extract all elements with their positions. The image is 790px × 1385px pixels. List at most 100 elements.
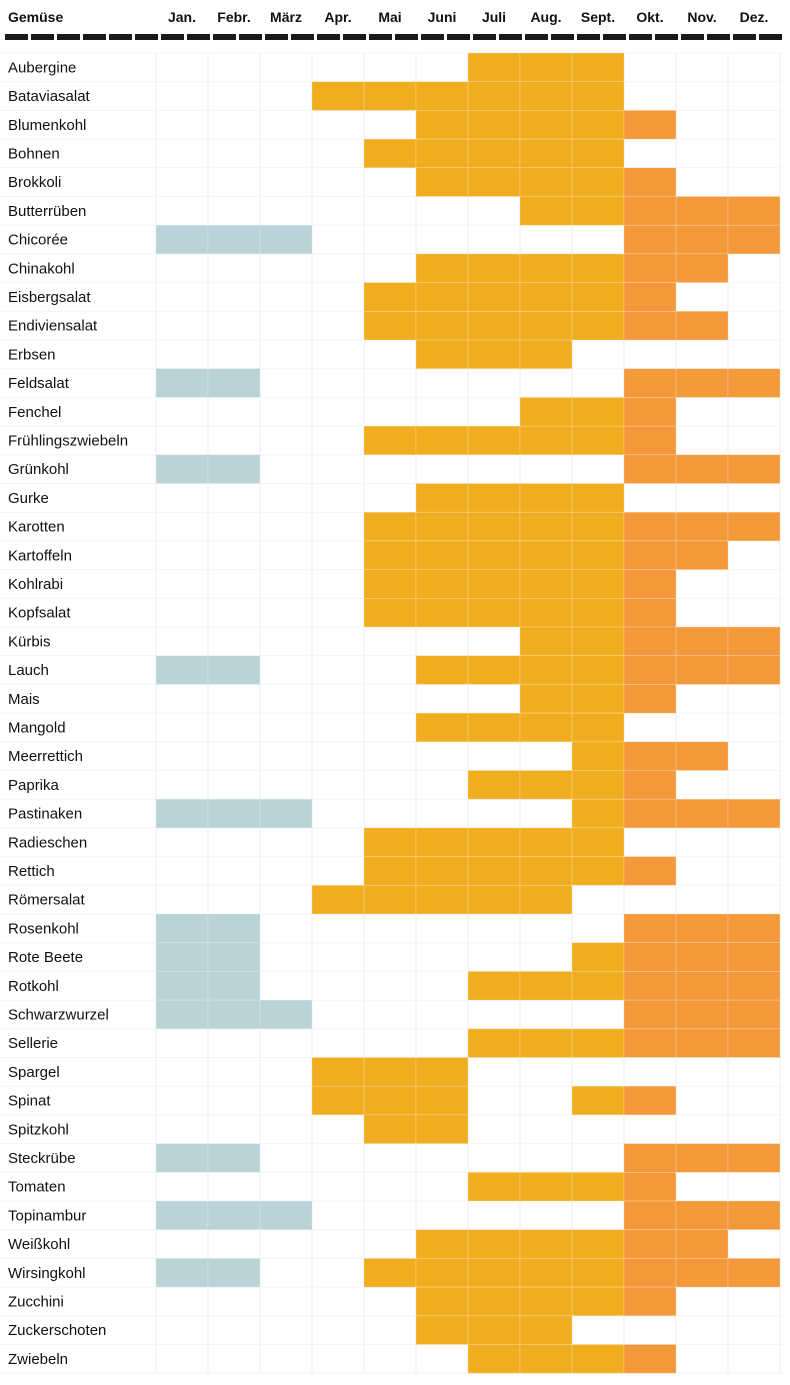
season-cell: [727, 798, 781, 829]
season-cell: [155, 1143, 209, 1173]
season-cell: [727, 999, 781, 1030]
season-cell: [623, 454, 677, 484]
season-cell: [571, 1286, 625, 1317]
season-cell: [623, 913, 677, 944]
season-cell: [207, 454, 261, 484]
season-cell: [155, 454, 209, 484]
season-cell: [207, 971, 261, 1001]
season-cell: [207, 655, 261, 685]
season-cell: [727, 655, 781, 685]
season-cell: [311, 884, 365, 915]
season-cell: [675, 942, 729, 972]
header-rule-dash: [473, 34, 496, 40]
season-cell: [623, 770, 677, 800]
season-cell: [571, 569, 625, 599]
header-rule-dash: [369, 34, 392, 40]
season-cell: [727, 511, 781, 542]
season-cell: [623, 1028, 677, 1058]
season-cell: [519, 655, 573, 685]
season-cell: [519, 1315, 573, 1345]
season-cell: [467, 339, 521, 370]
season-cell: [727, 913, 781, 944]
season-cell: [519, 425, 573, 456]
season-cell: [519, 483, 573, 513]
season-cell: [259, 999, 313, 1030]
header-rule-dash: [31, 34, 54, 40]
season-cell: [155, 999, 209, 1030]
season-cell: [571, 1085, 625, 1116]
season-cell: [675, 1028, 729, 1058]
season-cell: [415, 425, 469, 456]
season-cell: [571, 827, 625, 857]
vegetable-label: Grünkohl: [8, 461, 69, 478]
season-cell: [467, 138, 521, 169]
season-cell: [467, 712, 521, 743]
season-cell: [519, 1258, 573, 1288]
season-cell: [155, 971, 209, 1001]
vegetable-label: Rettich: [8, 863, 55, 880]
vegetable-label: Kopfsalat: [8, 605, 71, 622]
season-cell: [571, 540, 625, 570]
header-rule-dash: [135, 34, 158, 40]
vegetable-label: Bohnen: [8, 145, 60, 162]
season-cell: [675, 368, 729, 398]
vegetable-label: Erbsen: [8, 346, 56, 363]
season-cell: [519, 1028, 573, 1058]
season-cell: [675, 913, 729, 944]
season-cell: [415, 1114, 469, 1144]
season-cell: [623, 942, 677, 972]
season-cell: [571, 1229, 625, 1259]
season-cell: [467, 483, 521, 513]
vegetable-label: Eisbergsalat: [8, 289, 91, 306]
season-cell: [519, 196, 573, 226]
season-cell: [155, 655, 209, 685]
season-cell: [415, 483, 469, 513]
season-cell: [571, 397, 625, 427]
season-cell: [363, 597, 417, 628]
header-rule-dash: [447, 34, 470, 40]
vegetable-label: Bataviasalat: [8, 88, 91, 105]
vegetable-label: Wirsingkohl: [8, 1265, 86, 1282]
season-cell: [311, 1085, 365, 1116]
header-rule-dash: [655, 34, 678, 40]
season-cell: [727, 1258, 781, 1288]
season-cell: [571, 110, 625, 140]
header-rule-dash: [291, 34, 314, 40]
season-cell: [571, 684, 625, 714]
month-label: Aug.: [530, 9, 561, 25]
season-cell: [467, 310, 521, 341]
season-cell: [571, 1172, 625, 1202]
season-cell: [415, 1315, 469, 1345]
season-cell: [623, 684, 677, 714]
season-cell: [727, 196, 781, 226]
season-cell: [363, 511, 417, 542]
season-cell: [311, 1057, 365, 1087]
header-rule-dash: [343, 34, 366, 40]
vegetable-label: Kürbis: [8, 633, 51, 650]
season-cell: [623, 253, 677, 283]
season-cell: [623, 282, 677, 312]
season-cell: [571, 81, 625, 111]
vegetable-label: Zwiebeln: [8, 1351, 68, 1368]
season-cell: [519, 81, 573, 111]
season-cell: [207, 368, 261, 398]
season-cell: [675, 540, 729, 570]
season-cells: [155, 52, 781, 1374]
season-cell: [623, 1172, 677, 1202]
season-cell: [675, 224, 729, 255]
season-cell: [623, 569, 677, 599]
season-cell: [415, 540, 469, 570]
season-cell: [259, 798, 313, 829]
vegetable-label: Zucchini: [8, 1293, 64, 1310]
season-cell: [623, 397, 677, 427]
season-cell: [519, 569, 573, 599]
season-cell: [571, 798, 625, 829]
season-cell: [467, 253, 521, 283]
season-cell: [415, 597, 469, 628]
season-cell: [467, 1172, 521, 1202]
season-cell: [675, 1143, 729, 1173]
season-cell: [571, 483, 625, 513]
season-cell: [571, 712, 625, 743]
season-cell: [519, 1229, 573, 1259]
season-cell: [207, 798, 261, 829]
